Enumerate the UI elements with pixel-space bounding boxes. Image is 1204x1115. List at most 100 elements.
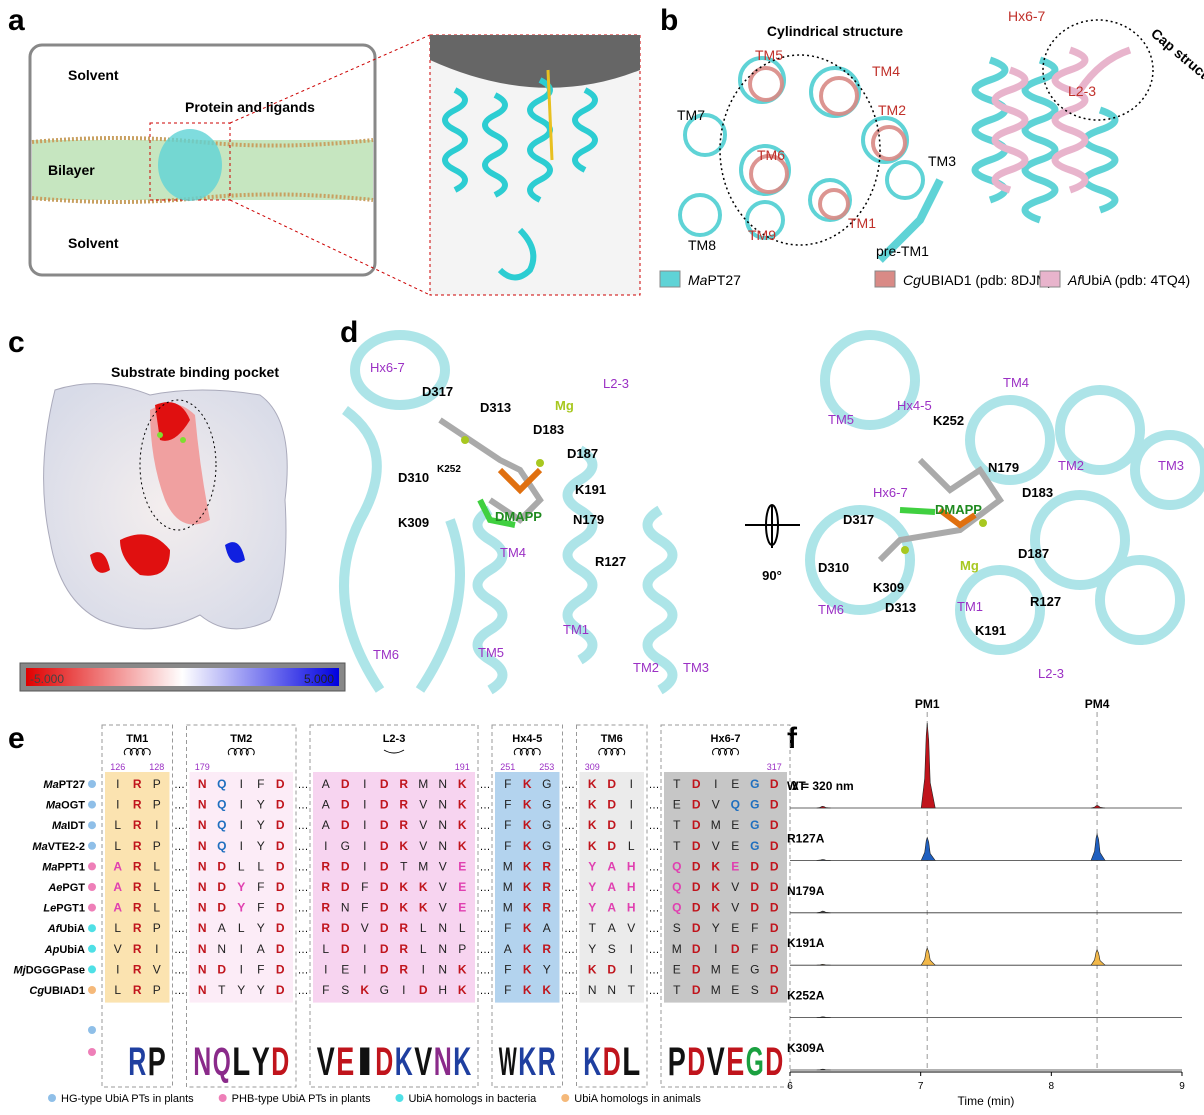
ellipsis: … xyxy=(564,820,575,832)
region-name: TM1 xyxy=(126,733,148,745)
region-label: Protein and ligands xyxy=(185,99,315,115)
species-name: MaPPT1 xyxy=(42,861,85,873)
ellipsis: … xyxy=(174,923,185,935)
ellipsis: … xyxy=(480,841,491,853)
region-name: Hx6-7 xyxy=(711,733,741,745)
residue-number: 179 xyxy=(195,762,210,772)
panel-letter: d xyxy=(340,316,358,349)
residue-label: TM3 xyxy=(683,660,709,675)
region-frame xyxy=(660,724,791,1088)
logo-letter: E xyxy=(726,1040,744,1084)
peak xyxy=(920,947,936,966)
helix-label: TM7 xyxy=(677,107,705,123)
panel-letter: b xyxy=(660,4,678,37)
helix-label: TM9 xyxy=(748,227,776,243)
logo-letter: D xyxy=(603,1040,621,1084)
region-name: L2-3 xyxy=(383,733,406,745)
legend-label: HG-type UbiA PTs in plants xyxy=(61,1093,194,1105)
species-name: AePGT xyxy=(47,882,85,894)
residue-label: TM5 xyxy=(478,645,504,660)
region-label: Solvent xyxy=(68,67,119,83)
logo-letter: L xyxy=(232,1040,250,1084)
region-shade xyxy=(105,772,170,1003)
trace-label: K191A xyxy=(787,936,825,950)
ellipsis: … xyxy=(649,820,660,832)
logo-letter: K xyxy=(518,1040,536,1084)
helix-label: TM6 xyxy=(757,147,785,163)
trace-label: R127A xyxy=(787,831,825,845)
residue-label: TM1 xyxy=(563,622,589,637)
group-dot xyxy=(88,924,96,933)
residue-label: Hx6-7 xyxy=(370,360,405,375)
ellipsis: … xyxy=(564,964,575,976)
ellipsis: … xyxy=(174,800,185,812)
legend-label: CgUBIAD1 (pdb: 8DJM) xyxy=(903,272,1052,288)
logo-letter: K xyxy=(583,1040,601,1084)
helix-symbol xyxy=(123,747,151,756)
legend-label: AfUbiA (pdb: 4TQ4) xyxy=(1067,272,1190,288)
ellipsis: … xyxy=(480,861,491,873)
ellipsis: … xyxy=(649,944,660,956)
ellipsis: … xyxy=(298,923,309,935)
residue-label: D187 xyxy=(1018,546,1049,561)
panel-c-art xyxy=(19,383,346,692)
residue-label: D317 xyxy=(843,512,874,527)
residue-label: TM4 xyxy=(1003,375,1029,390)
helix-label: TM4 xyxy=(872,63,900,79)
peak xyxy=(1090,949,1106,966)
species-name: MaIDT xyxy=(52,820,85,832)
region-shade xyxy=(664,772,787,1003)
ellipsis: … xyxy=(298,861,309,873)
group-dot xyxy=(88,1026,96,1034)
group-dot xyxy=(88,883,96,891)
group-dot xyxy=(88,841,96,850)
residue-label: D187 xyxy=(567,446,598,461)
ellipsis: … xyxy=(174,882,185,894)
residue-label: R127 xyxy=(1030,594,1061,609)
residue-label: Mg xyxy=(555,398,574,413)
panel-a-art xyxy=(28,34,641,296)
ellipsis: … xyxy=(564,923,575,935)
species-name: ApUbiA xyxy=(44,944,85,956)
logo-letter: G xyxy=(746,1040,764,1084)
x-tick-label: 9 xyxy=(1179,1081,1185,1092)
residue-label: L2-3 xyxy=(1038,666,1064,681)
legend-label: PHB-type UbiA PTs in plants xyxy=(232,1093,371,1105)
peak xyxy=(1090,805,1106,809)
trace-label: N179A xyxy=(787,884,825,898)
peak xyxy=(920,722,936,809)
logo-letter: E xyxy=(336,1040,354,1084)
ellipsis: … xyxy=(174,985,185,997)
region-shade xyxy=(189,772,293,1003)
panel-d-ligands xyxy=(438,417,1005,563)
ellipsis: … xyxy=(649,861,660,873)
legend-label: UbiA homologs in bacteria xyxy=(408,1093,537,1105)
